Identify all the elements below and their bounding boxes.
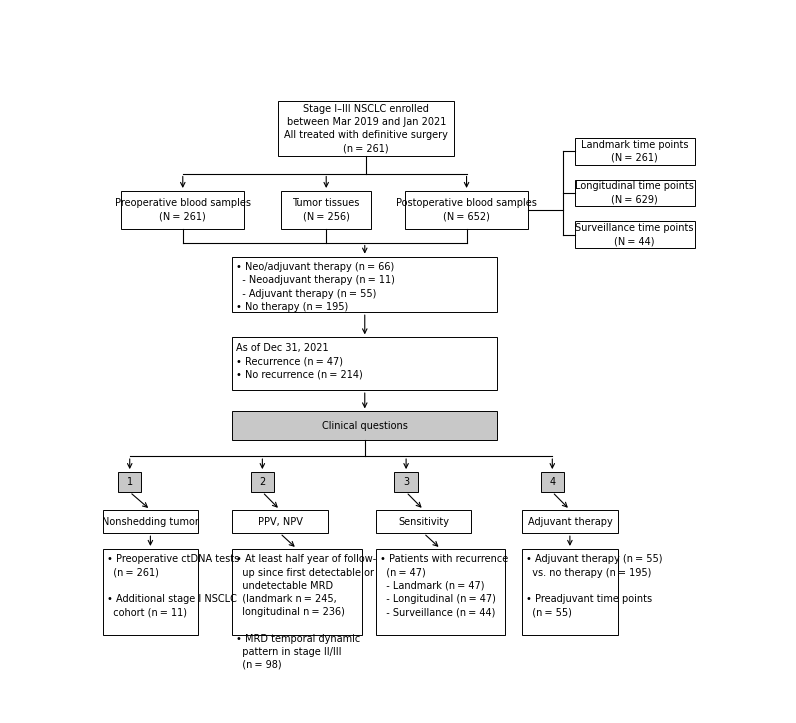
Text: Adjuvant therapy: Adjuvant therapy: [528, 516, 612, 526]
FancyBboxPatch shape: [522, 510, 618, 534]
Text: 4: 4: [549, 477, 556, 487]
FancyBboxPatch shape: [121, 191, 244, 228]
Text: • Patients with recurrence
  (n = 47)
  - Landmark (n = 47)
  - Longitudinal (n : • Patients with recurrence (n = 47) - La…: [380, 555, 509, 617]
FancyBboxPatch shape: [232, 337, 498, 390]
FancyBboxPatch shape: [575, 221, 695, 248]
Text: Stage I–III NSCLC enrolled
between Mar 2019 and Jan 2021
All treated with defini: Stage I–III NSCLC enrolled between Mar 2…: [284, 103, 448, 153]
FancyBboxPatch shape: [279, 100, 455, 156]
Text: Postoperative blood samples
(N = 652): Postoperative blood samples (N = 652): [396, 198, 537, 221]
FancyBboxPatch shape: [282, 191, 371, 228]
Text: Tumor tissues
(N = 256): Tumor tissues (N = 256): [292, 198, 360, 221]
FancyBboxPatch shape: [232, 549, 361, 635]
FancyBboxPatch shape: [394, 472, 418, 492]
Text: Landmark time points
(N = 261): Landmark time points (N = 261): [581, 140, 689, 163]
Text: Nonshedding tumor: Nonshedding tumor: [102, 516, 199, 526]
Text: • At least half year of follow-
  up since first detectable or
  undetectable MR: • At least half year of follow- up since…: [236, 555, 377, 670]
FancyBboxPatch shape: [103, 510, 198, 534]
Text: • Neo/adjuvant therapy (n = 66)
  - Neoadjuvant therapy (n = 11)
  - Adjuvant th: • Neo/adjuvant therapy (n = 66) - Neoadj…: [236, 262, 396, 312]
FancyBboxPatch shape: [376, 549, 505, 635]
FancyBboxPatch shape: [232, 411, 498, 440]
Text: 3: 3: [403, 477, 409, 487]
FancyBboxPatch shape: [376, 510, 471, 534]
FancyBboxPatch shape: [232, 257, 498, 312]
Text: Preoperative blood samples
(N = 261): Preoperative blood samples (N = 261): [115, 198, 251, 221]
Text: Sensitivity: Sensitivity: [398, 516, 449, 526]
Text: Longitudinal time points
(N = 629): Longitudinal time points (N = 629): [576, 181, 694, 205]
Text: As of Dec 31, 2021
• Recurrence (n = 47)
• No recurrence (n = 214): As of Dec 31, 2021 • Recurrence (n = 47)…: [236, 343, 363, 380]
FancyBboxPatch shape: [232, 510, 328, 534]
Text: • Preoperative ctDNA tests
  (n = 261)

• Additional stage I NSCLC
  cohort (n =: • Preoperative ctDNA tests (n = 261) • A…: [107, 555, 239, 617]
FancyBboxPatch shape: [118, 472, 142, 492]
Text: • Adjuvant therapy (n = 55)
  vs. no therapy (n = 195)

• Preadjuvant time point: • Adjuvant therapy (n = 55) vs. no thera…: [526, 555, 663, 617]
Text: 1: 1: [127, 477, 133, 487]
Text: Clinical questions: Clinical questions: [322, 421, 408, 431]
FancyBboxPatch shape: [522, 549, 618, 635]
FancyBboxPatch shape: [251, 472, 274, 492]
FancyBboxPatch shape: [575, 138, 695, 165]
FancyBboxPatch shape: [103, 549, 198, 635]
FancyBboxPatch shape: [405, 191, 529, 228]
Text: 2: 2: [259, 477, 266, 487]
FancyBboxPatch shape: [540, 472, 564, 492]
FancyBboxPatch shape: [575, 180, 695, 207]
Text: Surveillance time points
(N = 44): Surveillance time points (N = 44): [576, 223, 694, 247]
Text: PPV, NPV: PPV, NPV: [257, 516, 302, 526]
